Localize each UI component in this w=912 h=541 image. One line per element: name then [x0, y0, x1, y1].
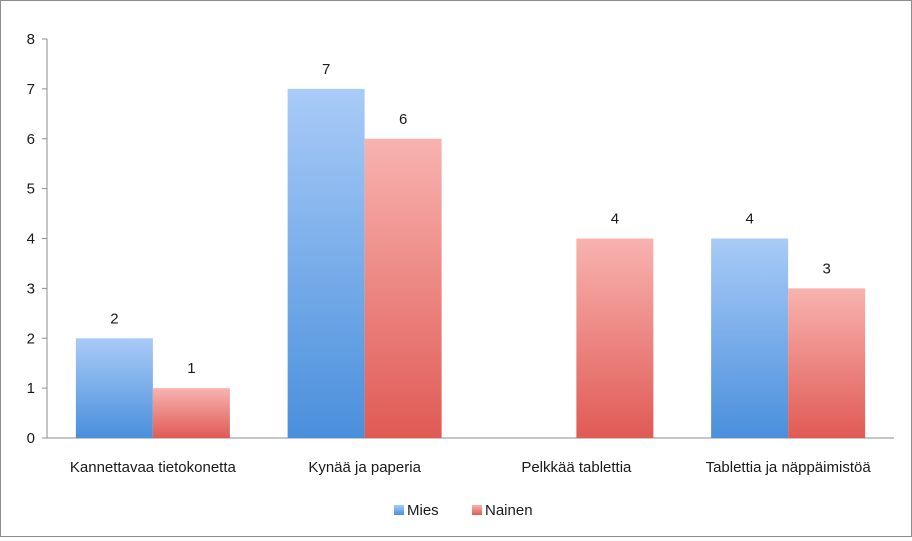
legend-label-nainen: Nainen — [485, 502, 533, 519]
bar-nainen-0 — [152, 388, 230, 438]
category-label: Kannettavaa tietokonetta — [70, 459, 237, 476]
y-tick-label: 2 — [27, 330, 35, 347]
category-label: Kynää ja paperia — [308, 459, 421, 476]
bar-nainen-3 — [788, 288, 866, 438]
y-tick-group: 0 1 2 3 4 5 6 7 8 — [27, 31, 47, 447]
data-label-group: 2 1 7 6 4 4 3 — [110, 61, 831, 377]
legend-swatch-nainen — [472, 505, 482, 515]
bar-group — [75, 88, 866, 438]
legend: Mies Nainen — [394, 502, 533, 519]
bar-mies-0 — [75, 338, 153, 438]
data-label-mies-1: 7 — [322, 61, 330, 78]
data-label-nainen-3: 3 — [822, 260, 830, 277]
bar-nainen-2 — [576, 238, 654, 438]
bar-mies-1 — [287, 88, 365, 438]
category-label-group: Kannettavaa tietokonetta Kynää ja paperia… — [70, 459, 871, 476]
category-label: Tablettia ja näppäimistöä — [706, 459, 872, 476]
bar-mies-3 — [711, 238, 789, 438]
legend-swatch-mies — [394, 505, 404, 515]
y-tick-label: 5 — [27, 181, 35, 198]
bar-nainen-1 — [364, 138, 442, 438]
y-tick-label: 0 — [27, 430, 35, 447]
data-label-nainen-0: 1 — [187, 360, 195, 377]
y-tick-label: 3 — [27, 280, 35, 297]
data-label-mies-0: 2 — [110, 310, 118, 327]
data-label-mies-3: 4 — [745, 211, 753, 228]
legend-label-mies: Mies — [407, 502, 439, 519]
data-label-nainen-1: 6 — [399, 111, 407, 128]
y-tick-label: 8 — [27, 31, 35, 48]
y-tick-label: 7 — [27, 81, 35, 98]
y-tick-label: 6 — [27, 131, 35, 148]
y-tick-label: 1 — [27, 380, 35, 397]
y-tick-label: 4 — [27, 231, 35, 248]
data-label-nainen-2: 4 — [611, 211, 619, 228]
category-label: Pelkkää tablettia — [521, 459, 632, 476]
